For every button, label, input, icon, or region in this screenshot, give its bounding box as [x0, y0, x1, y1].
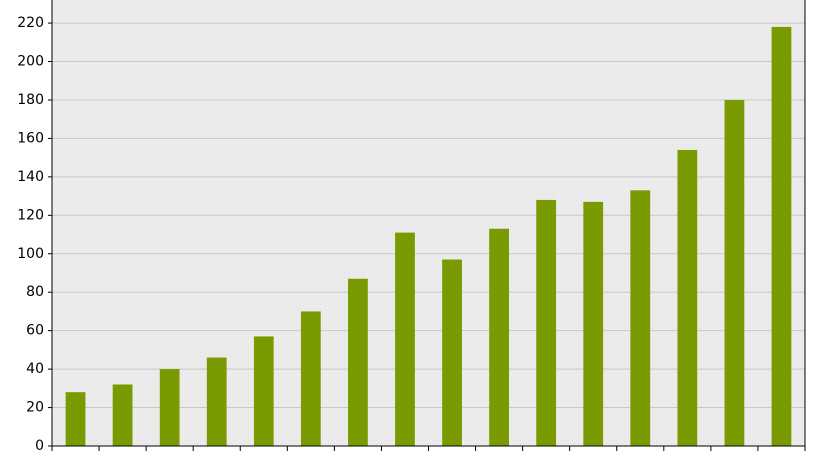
bar: [65, 392, 86, 446]
bar: [112, 384, 133, 446]
y-tick-label: 100: [17, 246, 44, 262]
bar: [630, 190, 651, 446]
bar: [771, 26, 792, 447]
y-tick-label: 220: [17, 15, 44, 31]
bar: [348, 278, 368, 446]
bar: [536, 199, 557, 446]
bar: [583, 201, 604, 446]
y-tick-label: 60: [26, 323, 44, 339]
bar: [489, 228, 509, 446]
bar: [300, 311, 321, 446]
bar: [253, 336, 274, 446]
bar: [724, 99, 745, 446]
y-tick-label: 160: [17, 130, 44, 146]
bar: [677, 149, 698, 446]
y-tick-label: 180: [17, 92, 44, 108]
bar: [395, 232, 415, 446]
y-tick-label: 20: [26, 400, 44, 416]
bar: [442, 259, 462, 446]
y-tick-label: 80: [26, 284, 44, 300]
bar: [206, 357, 227, 446]
y-tick-label: 200: [17, 54, 44, 70]
bar: [159, 369, 180, 446]
y-tick-label: 140: [17, 169, 44, 185]
y-tick-label: 120: [17, 207, 44, 223]
y-tick-label: 0: [35, 438, 44, 454]
y-tick-label: 40: [26, 361, 44, 377]
